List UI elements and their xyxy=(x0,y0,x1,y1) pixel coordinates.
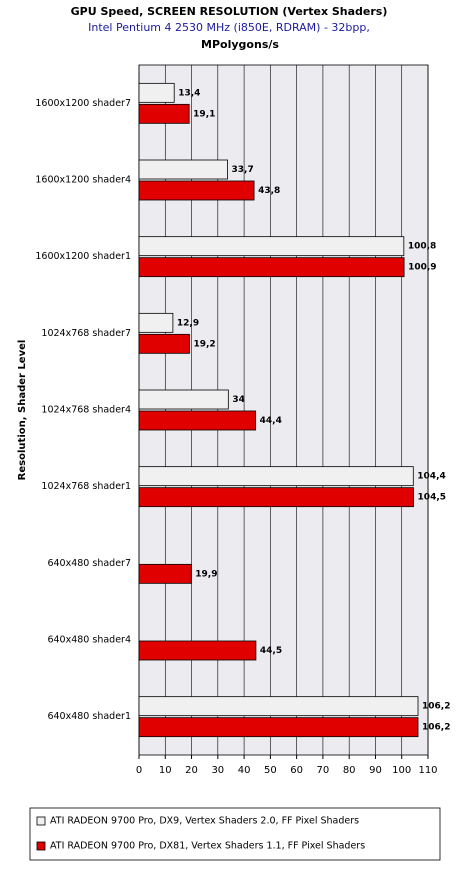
x-tick-label: 70 xyxy=(317,765,330,776)
x-tick-label: 0 xyxy=(136,765,142,776)
bar xyxy=(138,103,190,124)
bar xyxy=(138,389,229,410)
value-label: 44,5 xyxy=(260,646,282,656)
value-label: 13,4 xyxy=(178,88,200,98)
bar xyxy=(138,312,174,333)
legend-swatch xyxy=(36,841,46,851)
x-axis-label: MPolygons/s xyxy=(201,38,279,51)
value-label: 104,5 xyxy=(418,493,446,503)
value-label: 43,8 xyxy=(258,186,280,196)
x-tick-label: 60 xyxy=(290,765,303,776)
y-tick-label: 1024x768 shader4 xyxy=(41,405,131,416)
value-label: 19,1 xyxy=(193,109,215,119)
x-tick-label: 80 xyxy=(343,765,356,776)
x-tick-label: 50 xyxy=(264,765,277,776)
bar xyxy=(138,180,255,201)
bar xyxy=(138,333,190,354)
value-label: 100,8 xyxy=(408,242,436,252)
bar xyxy=(138,159,228,180)
y-axis-label: Resolution, Shader Level xyxy=(17,340,28,481)
bar xyxy=(138,466,414,487)
value-label: 19,9 xyxy=(195,569,217,579)
legend-label: ATI RADEON 9700 Pro, DX81, Vertex Shader… xyxy=(50,841,365,852)
x-tick-label: 20 xyxy=(185,765,198,776)
value-label: 106,2 xyxy=(422,702,450,712)
bar xyxy=(138,82,175,103)
bar xyxy=(138,717,419,738)
value-label: 106,2 xyxy=(422,723,450,733)
bar xyxy=(138,487,414,508)
bar xyxy=(138,563,192,584)
plot-area xyxy=(138,64,429,756)
y-tick-label: 1024x768 shader1 xyxy=(41,481,131,492)
x-tick-label: 10 xyxy=(159,765,172,776)
legend-box xyxy=(29,807,441,861)
chart-subtitle: Intel Pentium 4 2530 MHz (i850E, RDRAM) … xyxy=(88,21,370,34)
y-tick-label: 640x480 shader4 xyxy=(47,635,131,646)
bar xyxy=(138,236,405,257)
value-label: 33,7 xyxy=(232,165,254,175)
x-tick-label: 30 xyxy=(211,765,224,776)
value-label: 19,2 xyxy=(193,339,215,349)
bar xyxy=(138,257,405,278)
y-tick-label: 1600x1200 shader1 xyxy=(35,251,131,262)
x-tick-label: 90 xyxy=(369,765,382,776)
value-label: 12,9 xyxy=(177,318,199,328)
legend-label: ATI RADEON 9700 Pro, DX9, Vertex Shaders… xyxy=(50,816,359,827)
value-label: 44,4 xyxy=(260,416,282,426)
bar xyxy=(138,410,257,431)
value-label: 104,4 xyxy=(417,472,445,482)
y-tick-label: 1024x768 shader7 xyxy=(41,328,131,339)
y-tick-label: 1600x1200 shader7 xyxy=(35,98,131,109)
y-tick-label: 640x480 shader1 xyxy=(47,711,131,722)
value-label: 34 xyxy=(232,395,245,405)
y-tick-label: 640x480 shader7 xyxy=(47,558,131,569)
x-tick-label: 40 xyxy=(238,765,251,776)
bar xyxy=(138,640,257,661)
bar xyxy=(138,696,419,717)
chart-title: GPU Speed, SCREEN RESOLUTION (Vertex Sha… xyxy=(71,5,388,18)
value-label: 100,9 xyxy=(408,263,436,273)
x-tick-label: 100 xyxy=(392,765,411,776)
legend-swatch xyxy=(36,816,46,826)
y-tick-label: 1600x1200 shader4 xyxy=(35,175,131,186)
x-tick-label: 110 xyxy=(418,765,437,776)
